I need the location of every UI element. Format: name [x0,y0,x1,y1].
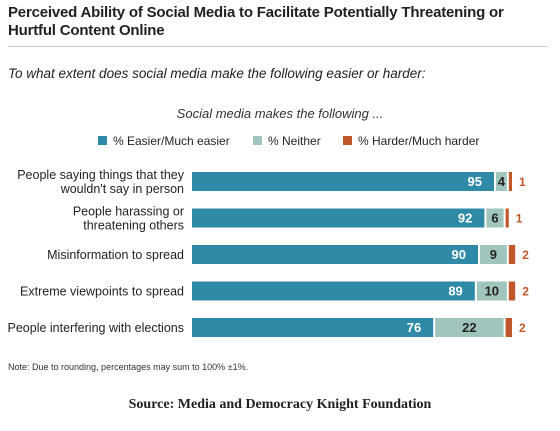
bar-neither [435,318,504,337]
value-label-neither: 9 [490,247,497,262]
value-label-easier: 89 [448,284,462,299]
bar-easier [192,281,475,301]
category-label: Misinformation to spread [47,248,184,262]
category-label: People harassing or threatening others [73,205,184,233]
value-label-neither: 10 [485,284,499,299]
legend-label-harder: % Harder/Much harder [358,134,480,148]
bar-neither [496,172,507,191]
category-label: Extreme viewpoints to spread [20,285,184,299]
survey-question: To what extent does social media make th… [8,66,426,81]
category-label: People saying things that they wouldn't s… [17,168,185,196]
value-label-easier: 76 [407,320,421,335]
bar-easier [192,318,434,337]
value-label-easier: 90 [452,247,466,262]
value-label-harder: 2 [519,321,526,335]
bar-neither [476,281,507,301]
title-divider [8,46,548,47]
category-label: People interfering with elections [8,321,185,335]
legend-item-neither: % Neither [253,134,321,148]
value-label-easier: 95 [468,174,482,189]
bar-neither [480,245,507,264]
bar-easier [192,245,478,264]
legend-label-easier: % Easier/Much easier [113,134,230,148]
value-label-easier: 92 [458,211,472,226]
value-label-harder: 2 [522,248,529,262]
footnote: Note: Due to rounding, percentages may s… [8,362,249,372]
legend-item-easier: % Easier/Much easier [98,134,230,148]
value-label-harder: 1 [519,175,526,189]
bar-harder [508,281,516,301]
bar-harder [505,318,512,337]
bar-harder [505,208,509,228]
value-label-neither: 4 [498,174,506,189]
value-label-neither: 6 [491,211,498,226]
legend-swatch-harder [343,136,352,145]
chart-title: Perceived Ability of Social Media to Fac… [8,4,504,39]
value-label-harder: 2 [522,285,529,299]
value-label-neither: 22 [462,320,476,335]
bar-harder [508,245,516,264]
legend: % Easier/Much easier % Neither % Harder/… [0,134,560,150]
legend-item-harder: % Harder/Much harder [343,134,479,148]
bar-easier [192,172,494,191]
source-line: Source: Media and Democracy Knight Found… [128,397,432,412]
legend-swatch-neither [253,136,262,145]
legend-swatch-easier [98,136,107,145]
stacked-bar-chart: People saying things that they wouldn't s… [8,168,529,337]
chart-subtitle: Social media makes the following ... [176,106,384,121]
legend-label-neither: % Neither [268,134,321,148]
bar-neither [486,208,504,228]
value-label-harder: 1 [516,212,523,226]
bar-harder [508,172,512,191]
bar-easier [192,208,485,228]
